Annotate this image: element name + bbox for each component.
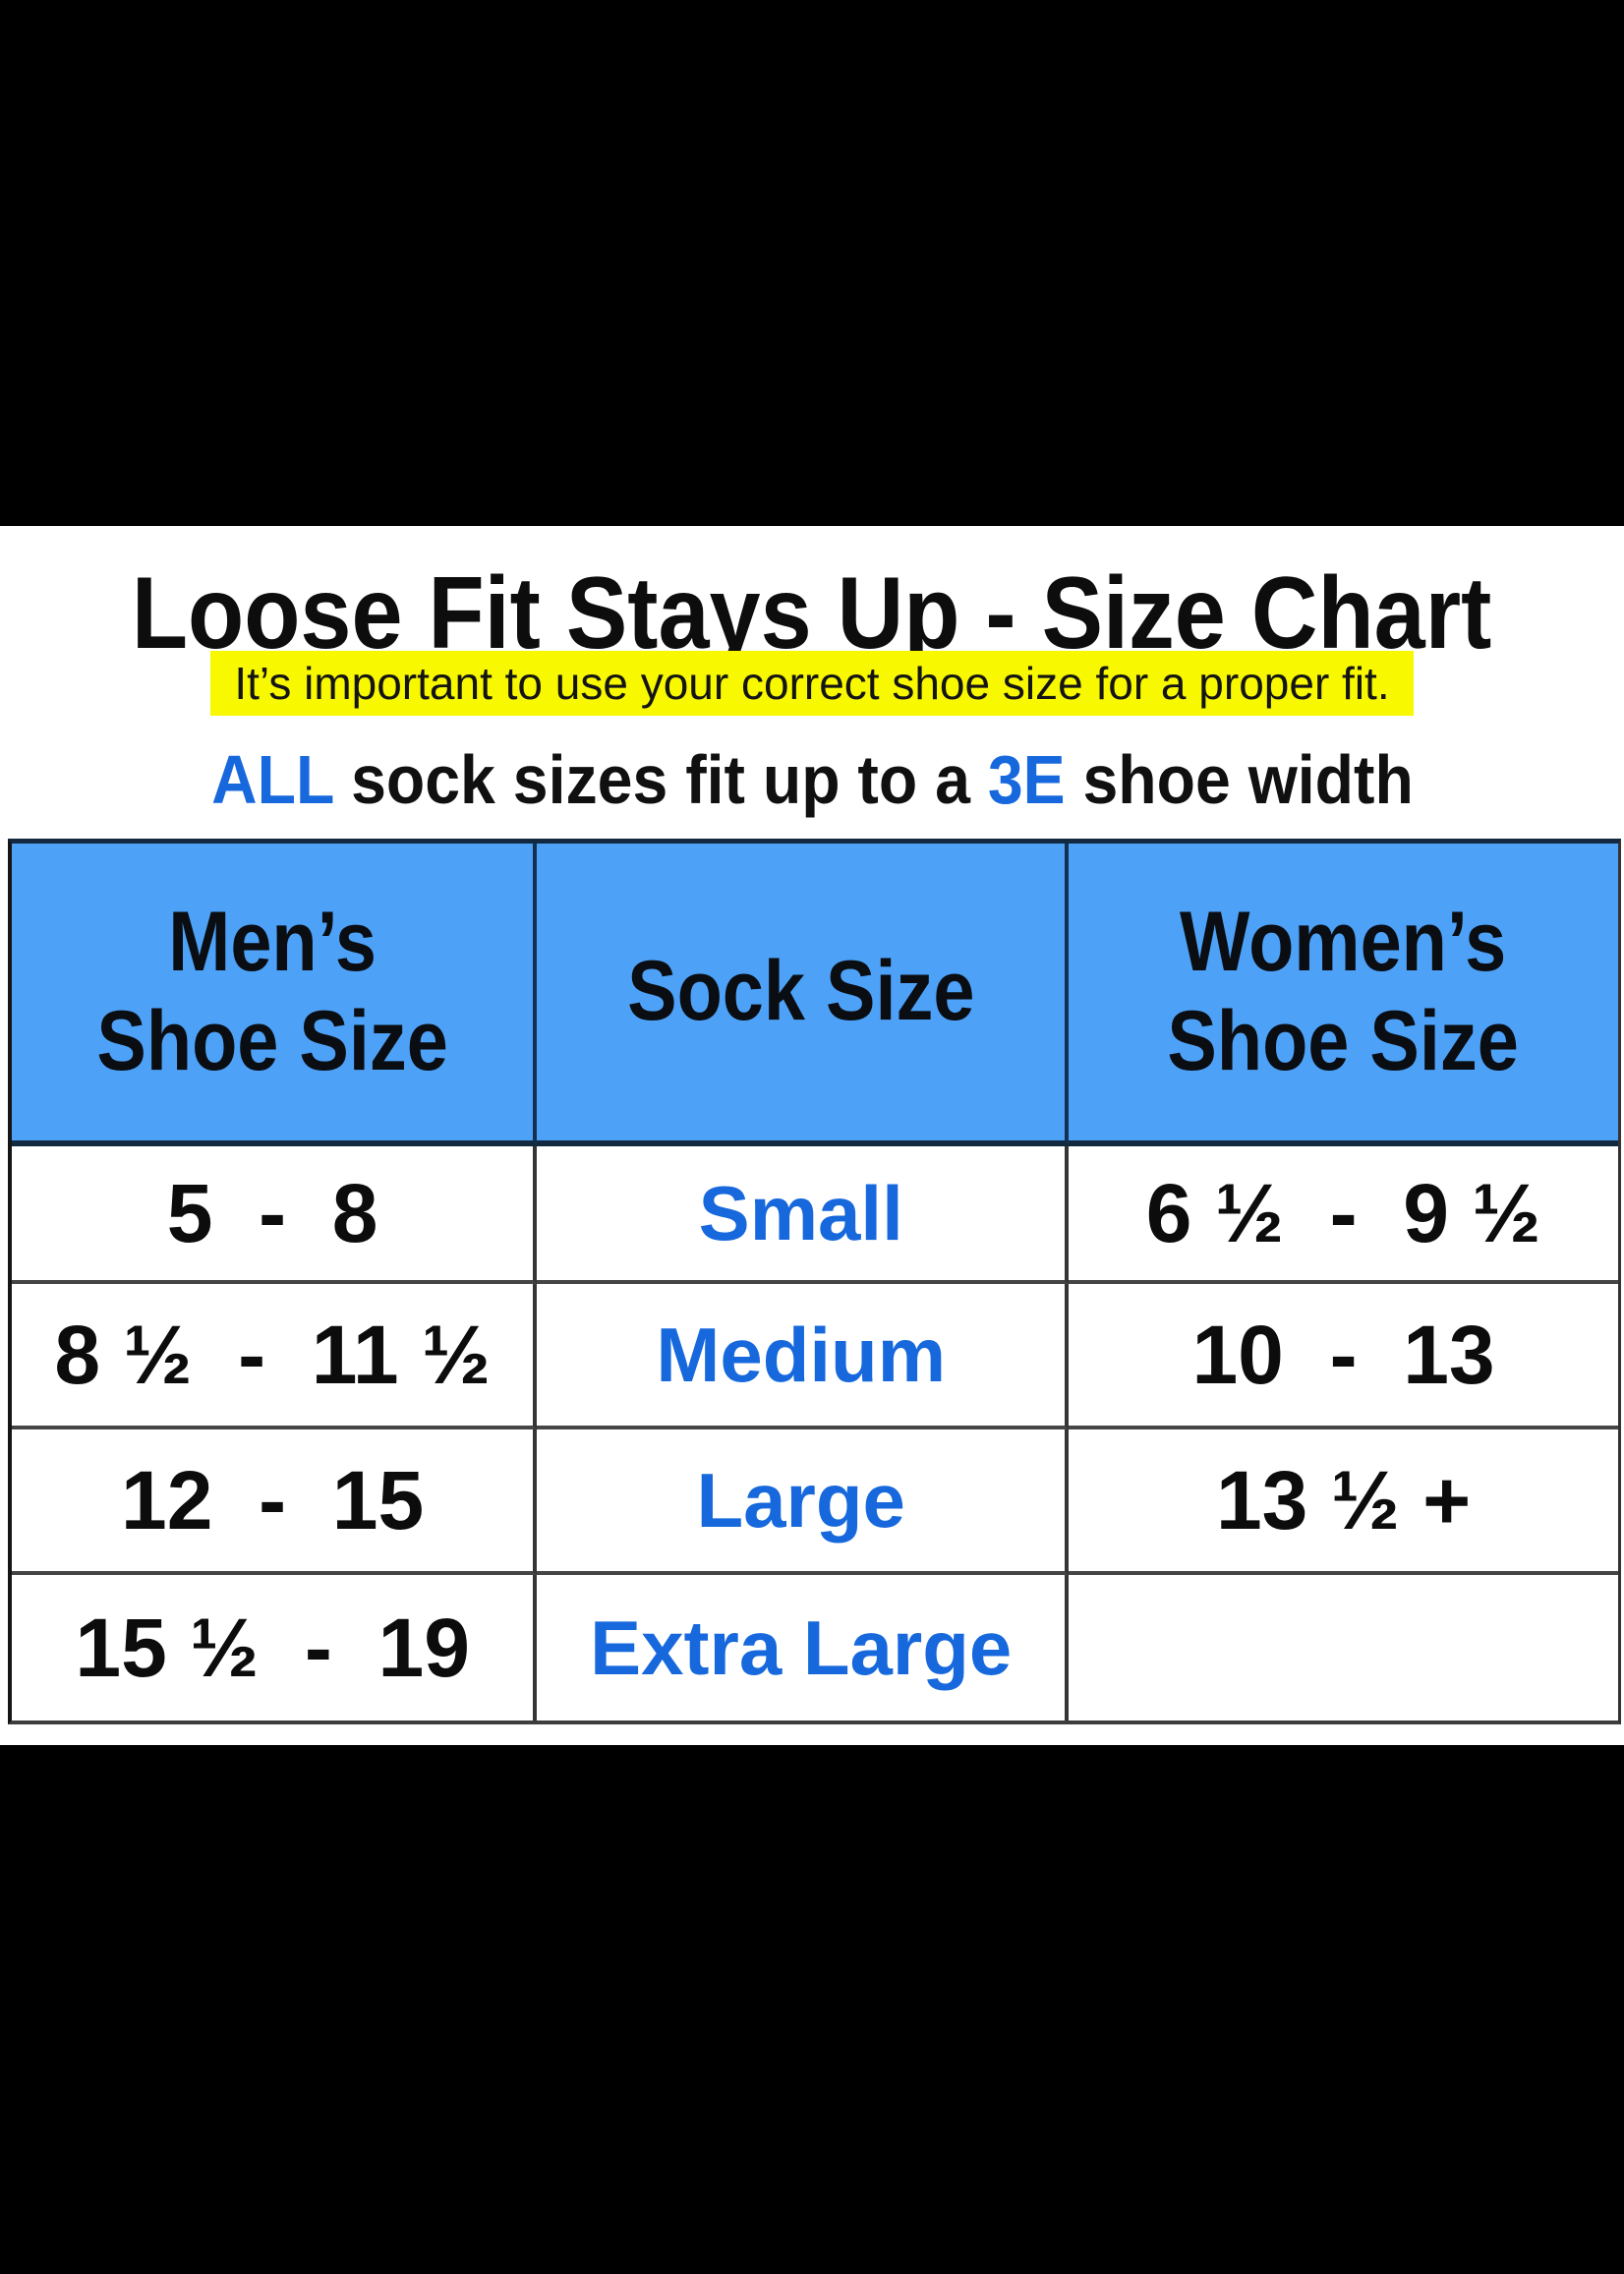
subtitle-text: ALL sock sizes fit up to a 3E shoe width bbox=[211, 742, 1414, 818]
cell-mens-range-extra-large: 15 ½ - 19 bbox=[12, 1575, 538, 1720]
cell-womens-range-medium: 10 - 13 bbox=[1069, 1284, 1618, 1429]
highlight-note-row: It’s important to use your correct shoe … bbox=[0, 651, 1624, 716]
header-womens-shoe-size: Women’s Shoe Size bbox=[1069, 844, 1618, 1146]
cell-sock-size-small: Small bbox=[537, 1146, 1070, 1284]
cell-mens-range-large: 12 - 15 bbox=[12, 1429, 538, 1575]
header-mens-shoe-size: Men’s Shoe Size bbox=[12, 844, 538, 1146]
cell-womens-range-large: 13 ½ + bbox=[1069, 1429, 1618, 1575]
cell-sock-size-large: Large bbox=[537, 1429, 1070, 1575]
subtitle-3e: 3E bbox=[987, 741, 1066, 818]
size-chart-table: Men’s Shoe Size Sock Size Women’s Shoe S… bbox=[8, 839, 1621, 1724]
page-title-text: Loose Fit Stays Up - Size Chart bbox=[132, 556, 1492, 671]
sock-size-large-label: Large bbox=[696, 1456, 905, 1544]
sock-size-extra-large-label: Extra Large bbox=[590, 1603, 1013, 1691]
page-title: Loose Fit Stays Up - Size Chart bbox=[0, 560, 1624, 667]
cell-womens-range-extra-large bbox=[1069, 1575, 1618, 1720]
header-sock-size-label: Sock Size bbox=[627, 944, 975, 1039]
subtitle-mid: sock sizes fit up to a bbox=[332, 741, 988, 818]
sock-size-small-label: Small bbox=[698, 1169, 903, 1256]
cell-sock-size-medium: Medium bbox=[537, 1284, 1070, 1429]
cell-mens-range-small: 5 - 8 bbox=[12, 1146, 538, 1284]
sock-size-medium-label: Medium bbox=[656, 1311, 947, 1398]
cell-womens-range-small: 6 ½ - 9 ½ bbox=[1069, 1146, 1618, 1284]
header-sock-size: Sock Size bbox=[537, 844, 1070, 1146]
subtitle-all: ALL bbox=[210, 741, 333, 818]
size-chart-panel: Loose Fit Stays Up - Size Chart It’s imp… bbox=[0, 526, 1624, 1745]
subtitle: ALL sock sizes fit up to a 3E shoe width bbox=[0, 742, 1624, 818]
highlight-note: It’s important to use your correct shoe … bbox=[210, 651, 1414, 716]
subtitle-end: shoe width bbox=[1065, 741, 1414, 818]
cell-sock-size-extra-large: Extra Large bbox=[537, 1575, 1070, 1720]
header-womens-shoe-size-label: Women’s Shoe Size bbox=[1167, 894, 1520, 1088]
header-mens-shoe-size-label: Men’s Shoe Size bbox=[96, 894, 448, 1088]
cell-mens-range-medium: 8 ½ - 11 ½ bbox=[12, 1284, 538, 1429]
